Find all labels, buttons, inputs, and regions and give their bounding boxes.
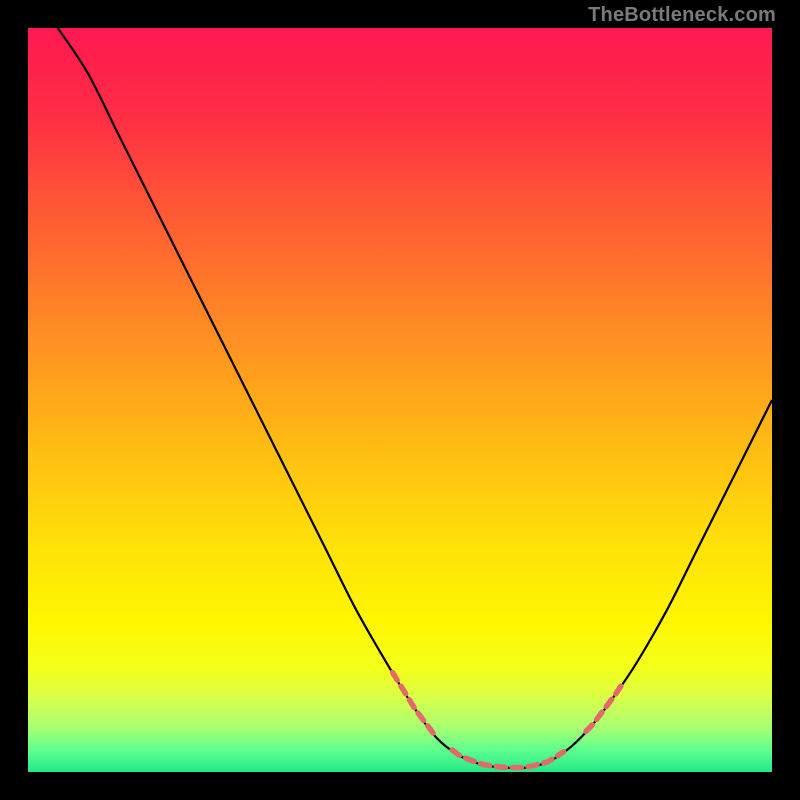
bottleneck-chart: [28, 28, 772, 772]
watermark-text: TheBottleneck.com: [588, 4, 776, 27]
chart-svg: [28, 28, 772, 772]
chart-background: [28, 28, 772, 772]
